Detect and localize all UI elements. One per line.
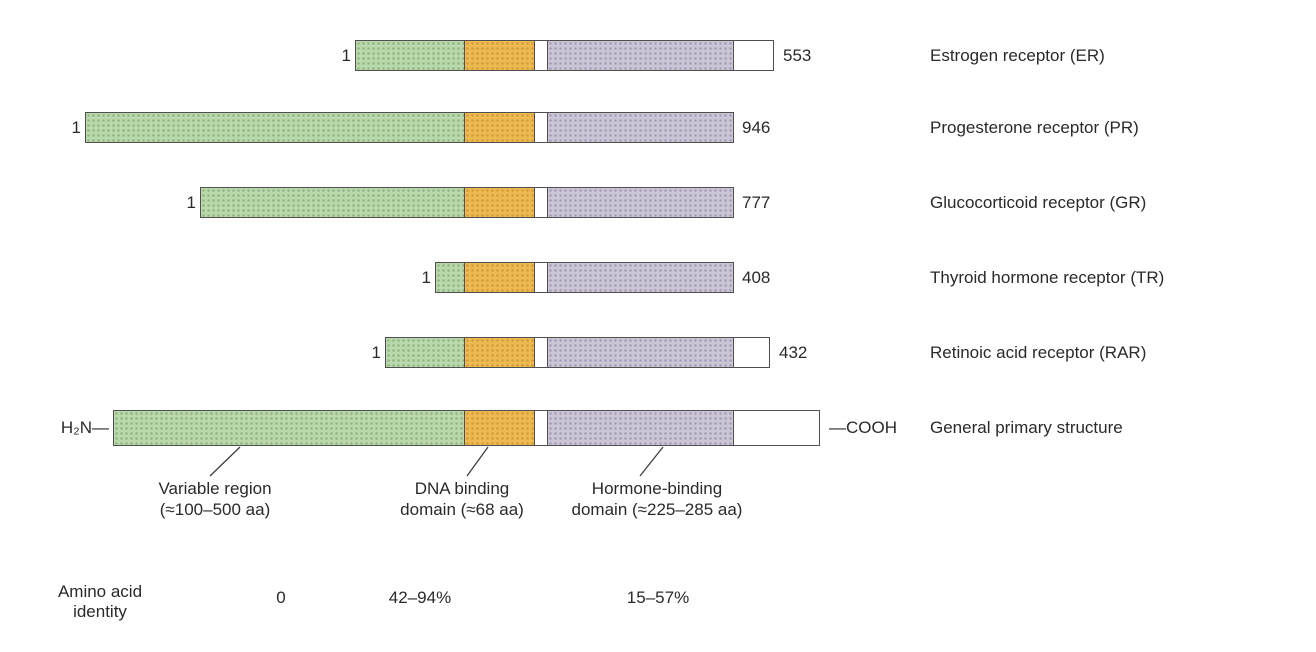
identity-value-hormone: 15–57% <box>626 588 690 607</box>
segment-variable <box>436 263 464 292</box>
segment-gap <box>534 113 547 142</box>
dna-binding-domain-label: DNA binding domain (≈68 aa) <box>362 478 562 520</box>
segment-hormone <box>547 41 733 70</box>
receptor-bar-rar <box>385 337 770 368</box>
start-label-er: 1 <box>341 45 351 65</box>
segment-variable <box>114 411 464 445</box>
segment-cterm <box>733 41 773 70</box>
segment-gap <box>534 411 547 445</box>
end-label-pr: 946 <box>742 117 771 137</box>
segment-dna <box>464 263 534 292</box>
segment-gap <box>534 188 547 217</box>
amino-acid-identity-line1: Amino acid <box>57 582 143 601</box>
segment-dna <box>464 41 534 70</box>
segment-dna <box>464 338 534 367</box>
receptor-name-er: Estrogen receptor (ER) <box>930 45 1105 65</box>
variable-region-label: Variable region (≈100–500 aa) <box>115 478 315 520</box>
segment-cterm <box>733 338 769 367</box>
identity-value-variable: 0 <box>276 588 286 607</box>
segment-gap <box>534 263 547 292</box>
receptor-bar-gr <box>200 187 734 218</box>
segment-cterm <box>733 411 819 445</box>
variable-region-label-line1: Variable region <box>158 479 272 498</box>
receptor-name-gr: Glucocorticoid receptor (GR) <box>930 192 1147 212</box>
segment-dna <box>464 113 534 142</box>
end-label-er: 553 <box>783 45 812 65</box>
receptor-name-pr: Progesterone receptor (PR) <box>930 117 1139 137</box>
segment-hormone <box>547 411 733 445</box>
segment-hormone <box>547 338 733 367</box>
receptor-name-rar: Retinoic acid receptor (RAR) <box>930 342 1147 362</box>
dna-binding-leader-line <box>466 446 489 477</box>
segment-hormone <box>547 113 733 142</box>
end-label-tr: 408 <box>742 267 771 287</box>
end-label-gr: 777 <box>742 192 771 212</box>
segment-gap <box>534 338 547 367</box>
segment-dna <box>464 411 534 445</box>
start-label-rar: 1 <box>371 342 381 362</box>
segment-variable <box>386 338 464 367</box>
receptor-bar-general <box>113 410 820 446</box>
segment-variable <box>201 188 464 217</box>
segment-variable <box>356 41 464 70</box>
variable-region-label-line2: (≈100–500 aa) <box>159 500 271 519</box>
receptor-bar-er <box>355 40 774 71</box>
amino-acid-identity-label: Amino acid identity <box>30 582 170 622</box>
segment-hormone <box>547 188 733 217</box>
receptor-bar-tr <box>435 262 734 293</box>
start-label-general: H₂N— <box>60 418 109 437</box>
receptor-bar-pr <box>85 112 734 143</box>
start-label-pr: 1 <box>71 117 81 137</box>
end-label-general: —COOH <box>829 418 897 437</box>
amino-acid-identity-line2: identity <box>73 602 127 621</box>
segment-hormone <box>547 263 733 292</box>
start-label-gr: 1 <box>186 192 196 212</box>
segment-dna <box>464 188 534 217</box>
identity-value-dna: 42–94% <box>388 588 452 607</box>
dna-binding-label-line2: domain (≈68 aa) <box>400 500 524 519</box>
receptor-name-tr: Thyroid hormone receptor (TR) <box>930 267 1165 287</box>
end-label-rar: 432 <box>779 342 808 362</box>
hormone-binding-leader-line <box>639 446 664 477</box>
start-label-tr: 1 <box>421 267 431 287</box>
receptor-name-general: General primary structure <box>930 418 1123 437</box>
segment-gap <box>534 41 547 70</box>
segment-variable <box>86 113 464 142</box>
dna-binding-label-line1: DNA binding <box>414 479 510 498</box>
hormone-binding-label-line1: Hormone-binding <box>591 479 723 498</box>
hormone-binding-domain-label: Hormone-binding domain (≈225–285 aa) <box>537 478 777 520</box>
hormone-binding-label-line2: domain (≈225–285 aa) <box>571 500 743 519</box>
variable-region-leader-line <box>209 446 241 477</box>
